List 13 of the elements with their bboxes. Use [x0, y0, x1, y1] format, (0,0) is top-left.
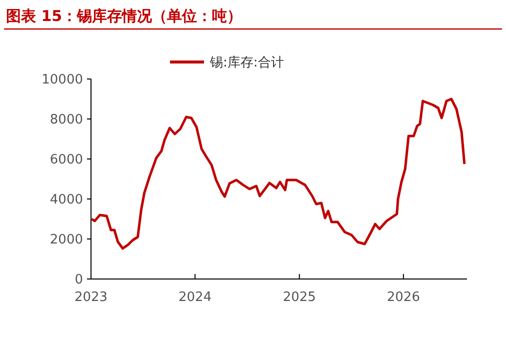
x-tick-label: 2026	[386, 290, 420, 305]
y-tick-label: 0	[74, 272, 83, 288]
y-tick-label: 6000	[50, 152, 83, 168]
x-tick-label: 2023	[74, 290, 108, 305]
legend-label: 锡:库存:合计	[209, 56, 284, 71]
y-tick-label: 4000	[50, 192, 83, 208]
x-tick-label: 2024	[178, 290, 212, 305]
y-tick-label: 2000	[50, 232, 83, 248]
y-tick-label: 10000	[42, 72, 83, 88]
x-tick-label: 2025	[282, 290, 316, 305]
y-tick-label: 8000	[50, 112, 83, 128]
line-series	[90, 98, 466, 250]
chart-title: 图表 15：锡库存情况（单位：吨）	[6, 7, 242, 25]
